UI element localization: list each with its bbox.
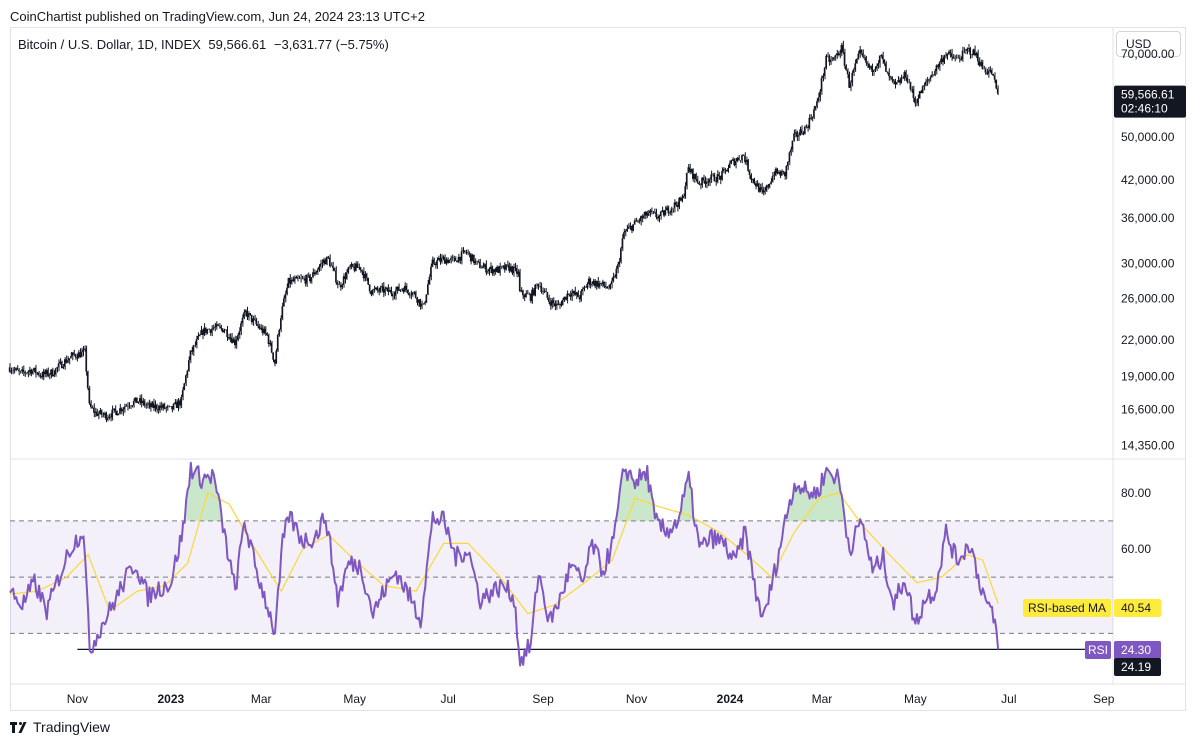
tradingview-brand: TradingView (33, 719, 111, 735)
rsi-ma-name-tag (1023, 599, 1111, 617)
price-tick-label: 16,600.00 (1121, 403, 1175, 417)
rsi-ma-value: 40.54 (1121, 601, 1151, 615)
rsi-value: 24.30 (1121, 643, 1151, 657)
candlestick-series (8, 40, 999, 423)
time-tick-label: Sep (532, 692, 554, 706)
last-price-label (1114, 85, 1186, 118)
rsi-ma-value-tag (1114, 599, 1161, 617)
time-tick-label: Jul (1001, 692, 1016, 706)
price-tick-label: 19,000.00 (1121, 369, 1175, 383)
trendline-value: 24.19 (1121, 660, 1151, 674)
rsi-tick-label: 80.00 (1121, 486, 1151, 500)
trendline-value-tag (1114, 658, 1161, 676)
symbol-price: 59,566.61 (208, 37, 267, 52)
rsi-value-tag (1114, 641, 1161, 659)
publisher-line: CoinChartist published on TradingView.co… (10, 9, 425, 24)
rsi-line (9, 461, 1000, 667)
price-tick-label: 26,000.00 (1121, 292, 1175, 306)
candles (8, 40, 999, 423)
price-tick-label: 70,000.00 (1121, 47, 1175, 61)
rsi-name: RSI (1088, 643, 1108, 657)
time-tick-label: 2024 (717, 692, 744, 706)
rsi-ma-name: RSI-based MA (1028, 601, 1106, 615)
time-tick-label: May (904, 692, 927, 706)
time-tick-label: Jul (440, 692, 455, 706)
symbol-legend: Bitcoin / U.S. Dollar, 1D, INDEX 59,566.… (18, 37, 393, 52)
rsi-tick-label: 60.00 (1121, 542, 1151, 556)
tradingview-logo[interactable]: TradingView (10, 719, 110, 735)
rsi-overbought-fill (186, 462, 862, 521)
tradingview-icon (10, 721, 28, 733)
rsi-name-tag (1085, 641, 1111, 659)
time-tick-label: May (343, 692, 366, 706)
price-tick-label: 14,350.00 (1121, 439, 1175, 453)
time-tick-label: Mar (812, 692, 833, 706)
rsi-ma-line (9, 491, 999, 615)
time-tick-label: Mar (251, 692, 272, 706)
bar-countdown: 02:46:10 (1121, 102, 1168, 116)
price-tick-label: 50,000.00 (1121, 130, 1175, 144)
symbol-name[interactable]: Bitcoin / U.S. Dollar, 1D, INDEX (18, 37, 201, 52)
last-price-value: 59,566.61 (1121, 88, 1175, 102)
time-tick-label: Sep (1093, 692, 1115, 706)
time-tick-label: 2023 (158, 692, 185, 706)
currency-button[interactable]: USD (1116, 31, 1181, 57)
time-tick-label: Nov (626, 692, 647, 706)
symbol-change: −3,631.77 (−5.75%) (273, 37, 389, 52)
price-tick-label: 42,000.00 (1121, 173, 1175, 187)
price-tick-label: 36,000.00 (1121, 211, 1175, 225)
time-tick-label: Nov (67, 692, 88, 706)
price-tick-label: 30,000.00 (1121, 256, 1175, 270)
price-tick-label: 22,000.00 (1121, 333, 1175, 347)
